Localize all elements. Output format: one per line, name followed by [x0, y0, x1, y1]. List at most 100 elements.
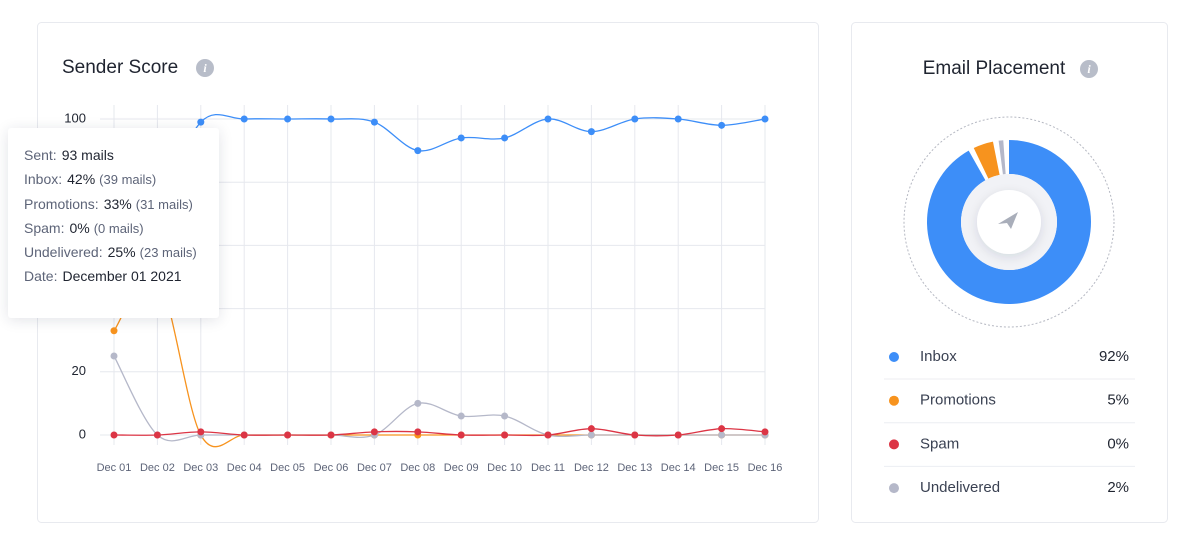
tooltip-value: 0% — [69, 219, 90, 236]
tooltip-detail: (0 mails) — [93, 220, 144, 236]
x-tick-label: Dec 12 — [574, 462, 609, 474]
card-title: Email Placement — [923, 58, 1066, 79]
legend-dot — [889, 439, 899, 450]
x-tick-label: Dec 10 — [487, 462, 522, 474]
data-point — [110, 327, 118, 335]
data-point — [631, 115, 639, 123]
series-line — [113, 355, 765, 442]
data-point — [761, 115, 769, 123]
x-tick-label: Dec 14 — [661, 462, 696, 474]
send-icon — [998, 212, 1018, 229]
x-tick-label: Dec 08 — [400, 462, 435, 474]
legend-label: Undelivered — [920, 479, 1000, 496]
tooltip-row: Undelivered: 25% (23 mails) — [24, 244, 219, 268]
data-point — [240, 115, 248, 123]
data-point — [153, 431, 161, 439]
tooltip-detail: (31 mails) — [135, 196, 193, 212]
legend-value: 5% — [1107, 392, 1129, 409]
data-point — [501, 412, 509, 420]
tooltip-label: Date: — [24, 268, 58, 285]
data-point — [240, 431, 248, 439]
donut-slice — [973, 141, 1000, 179]
tooltip-label: Inbox: — [24, 171, 63, 188]
x-tick-label: Dec 13 — [617, 462, 652, 474]
y-tick-label: 100 — [64, 110, 86, 125]
tooltip-value: December 01 2021 — [62, 268, 182, 285]
legend-value: 0% — [1107, 435, 1129, 452]
tooltip: Sent: 93 mails Inbox: 42% (39 mails) Promotio… — [8, 128, 219, 318]
tooltip-row: Promotions: 33% (31 mails) — [24, 196, 219, 220]
data-point — [457, 134, 465, 142]
legend-dot — [889, 395, 899, 406]
tooltip-label: Promotions: — [24, 195, 99, 212]
tooltip-value: 25% — [107, 244, 136, 261]
x-tick-label: Dec 02 — [140, 462, 175, 474]
data-point — [674, 431, 682, 439]
data-point — [370, 118, 378, 126]
data-point — [327, 115, 335, 123]
data-point — [110, 431, 118, 439]
data-point — [457, 431, 465, 439]
card-title: Sender Score — [62, 57, 178, 78]
legend-label: Inbox — [920, 348, 957, 365]
data-point — [414, 399, 422, 407]
legend-dot — [889, 352, 899, 362]
x-tick-label: Dec 03 — [183, 462, 218, 474]
legend-label: Promotions — [920, 392, 996, 409]
svg-text:i: i — [1087, 62, 1091, 76]
legend-dot — [889, 483, 899, 494]
x-tick-label: Dec 06 — [314, 462, 349, 474]
tooltip-row: Sent: 93 mails — [24, 147, 219, 171]
y-tick-label: 0 — [79, 426, 86, 441]
x-tick-label: Dec 05 — [270, 462, 305, 474]
tooltip-row: Inbox: 42% (39 mails) — [24, 171, 219, 195]
donut-slice — [926, 140, 1091, 304]
tooltip-detail: (23 mails) — [139, 245, 197, 261]
data-point — [457, 412, 465, 420]
data-point — [501, 134, 509, 142]
data-point — [197, 428, 205, 436]
tooltip-detail: (39 mails) — [99, 172, 157, 188]
tooltip-value: 33% — [103, 195, 132, 212]
data-point — [674, 115, 682, 123]
info-icon[interactable]: i — [196, 59, 214, 77]
tooltip-label: Spam: — [24, 219, 65, 236]
x-tick-label: Dec 11 — [531, 462, 565, 474]
data-point — [414, 147, 422, 155]
x-tick-label: Dec 15 — [704, 462, 739, 474]
svg-text:i: i — [203, 61, 207, 75]
donut-slice — [998, 140, 1006, 175]
x-tick-label: Dec 04 — [227, 462, 262, 474]
data-point — [414, 428, 422, 436]
x-tick-label: Dec 07 — [357, 462, 392, 474]
info-icon[interactable]: i — [1080, 60, 1098, 78]
legend-value: 2% — [1107, 479, 1129, 496]
data-point — [587, 425, 595, 433]
tooltip-row: Date: December 01 2021 — [24, 268, 219, 292]
tooltip-value: 93 mails — [61, 147, 114, 163]
data-point — [327, 431, 335, 439]
data-point — [370, 428, 378, 436]
data-point — [544, 115, 552, 123]
data-point — [110, 352, 118, 360]
data-point — [718, 431, 726, 439]
tooltip-value: 42% — [67, 171, 96, 188]
data-point — [718, 121, 726, 129]
data-point — [284, 431, 292, 439]
tooltip-row: Spam: 0% (0 mails) — [24, 220, 219, 244]
data-point — [544, 431, 552, 439]
data-point — [631, 431, 639, 439]
x-tick-label: Dec 01 — [97, 462, 132, 474]
data-point — [284, 115, 292, 123]
data-point — [587, 431, 595, 439]
data-point — [197, 118, 205, 126]
tooltip-label: Undelivered: — [24, 244, 103, 261]
data-point — [718, 425, 726, 433]
data-point — [587, 128, 595, 136]
legend-value: 92% — [1099, 348, 1129, 365]
legend-label: Spam — [920, 435, 959, 452]
y-tick-label: 20 — [72, 363, 86, 378]
data-point — [761, 428, 769, 436]
